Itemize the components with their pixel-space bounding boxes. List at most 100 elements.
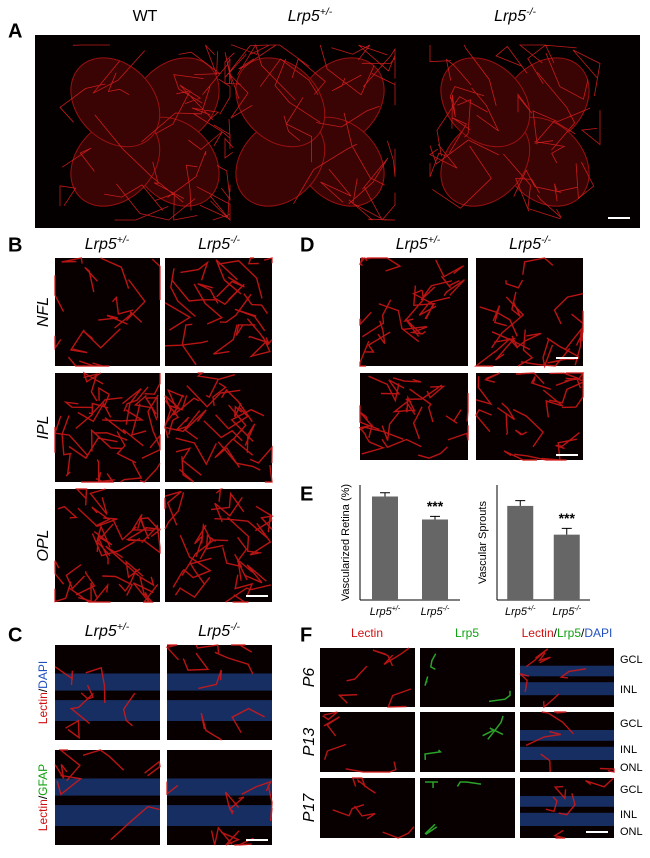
nuclear-layer bbox=[520, 746, 614, 760]
column-header: Lrp5+/- bbox=[85, 622, 130, 641]
micrograph bbox=[420, 712, 515, 772]
micrograph bbox=[165, 373, 272, 482]
column-header: Lrp5+/- bbox=[85, 235, 130, 254]
micrograph bbox=[55, 373, 160, 482]
column-header: Lrp5-/- bbox=[198, 622, 240, 641]
micrograph bbox=[476, 373, 583, 460]
vessels bbox=[424, 653, 511, 703]
label-part: -/- bbox=[526, 7, 536, 18]
row-label: OPL bbox=[35, 529, 52, 561]
vessels bbox=[322, 711, 397, 773]
error-bar bbox=[561, 527, 572, 535]
nuclear-layer bbox=[520, 682, 614, 696]
label-part: Lectin bbox=[522, 626, 554, 640]
micrograph bbox=[55, 750, 160, 845]
bar bbox=[422, 519, 448, 600]
label-part: Lrp5 bbox=[455, 626, 479, 640]
layer-label: ONL bbox=[620, 826, 643, 838]
nuclear-layer bbox=[167, 673, 272, 691]
row-label: NFL bbox=[35, 297, 52, 327]
vessels bbox=[166, 780, 273, 846]
panel-label: B bbox=[8, 234, 22, 256]
vessels bbox=[54, 257, 161, 367]
label-part: -/- bbox=[574, 604, 581, 612]
layer-label: GCL bbox=[620, 654, 643, 666]
label-part: GFAP bbox=[36, 764, 50, 796]
label-part: Lrp5 bbox=[396, 236, 428, 253]
column-header: Lrp5 bbox=[455, 626, 479, 640]
label-part: Lrp5 bbox=[557, 626, 581, 640]
nuclear-layer bbox=[167, 805, 272, 826]
panel-label: D bbox=[300, 234, 314, 256]
x-tick-label: Lrp5+/- bbox=[505, 604, 536, 618]
label-part: -/- bbox=[443, 604, 450, 612]
column-header: Lrp5-/- bbox=[198, 235, 240, 254]
vessels bbox=[54, 371, 161, 483]
label-part: -/- bbox=[541, 235, 551, 246]
micrograph bbox=[520, 778, 614, 838]
significance: *** bbox=[427, 498, 444, 514]
row-label: Lectin/GFAP bbox=[36, 764, 50, 831]
vessels bbox=[358, 375, 469, 459]
error-bar bbox=[515, 500, 526, 506]
panel-label: A bbox=[8, 20, 22, 42]
nuclear-layer bbox=[167, 700, 272, 721]
bar bbox=[507, 505, 534, 600]
micrograph bbox=[520, 712, 614, 772]
retina-lobe bbox=[235, 57, 326, 148]
x-tick-label: Lrp5-/- bbox=[421, 604, 450, 618]
nuclear-layer bbox=[55, 700, 160, 721]
nuclear-layer bbox=[520, 665, 614, 677]
vessels bbox=[54, 749, 161, 841]
panel-label: C bbox=[8, 624, 22, 646]
label-part: Lrp5 bbox=[421, 606, 444, 618]
label-part: / bbox=[36, 795, 50, 799]
label-part: Lrp5 bbox=[509, 236, 541, 253]
label-part: Lrp5 bbox=[288, 8, 320, 25]
nuclear-layer bbox=[520, 730, 614, 741]
row-label: P6 bbox=[301, 668, 318, 688]
nuclear-layer bbox=[520, 812, 614, 826]
vessels bbox=[54, 666, 136, 740]
label-part: Lrp5 bbox=[552, 606, 575, 618]
x-tick-label: Lrp5+/- bbox=[370, 604, 401, 618]
x-tick-label: Lrp5-/- bbox=[552, 604, 581, 618]
significance: *** bbox=[559, 510, 576, 526]
column-header: Lrp5+/- bbox=[288, 7, 333, 26]
error-bar bbox=[430, 515, 440, 520]
micrograph bbox=[360, 373, 468, 460]
label-part: Lrp5 bbox=[198, 623, 230, 640]
label-part: Lrp5 bbox=[198, 236, 230, 253]
label-part: +/- bbox=[527, 604, 536, 612]
micrograph bbox=[360, 258, 468, 366]
label-part: Lectin bbox=[36, 692, 50, 724]
vessels bbox=[165, 644, 265, 741]
panel-label: F bbox=[300, 624, 312, 646]
vessels bbox=[163, 372, 273, 483]
y-axis-label: Vascularized Retina (%) bbox=[340, 484, 352, 601]
vessels bbox=[429, 44, 601, 220]
vessels bbox=[164, 257, 273, 366]
vessels bbox=[545, 777, 614, 839]
vessels bbox=[475, 372, 585, 461]
micrograph bbox=[420, 648, 515, 707]
layer-label: INL bbox=[620, 809, 637, 821]
vessels bbox=[337, 647, 412, 708]
column-header: Lrp5-/- bbox=[509, 235, 551, 254]
micrograph bbox=[167, 645, 272, 740]
column-header: WT bbox=[133, 8, 158, 25]
label-part: / bbox=[36, 688, 50, 692]
label-part: Lectin bbox=[36, 799, 50, 831]
label-part: Lrp5 bbox=[85, 236, 117, 253]
label-part: Lectin bbox=[351, 626, 383, 640]
label-part: Lrp5 bbox=[505, 606, 528, 618]
vessels bbox=[359, 256, 466, 367]
nuclear-layer bbox=[55, 805, 160, 826]
layer-label: GCL bbox=[620, 718, 643, 730]
row-label: P13 bbox=[301, 728, 318, 757]
row-label: P17 bbox=[301, 793, 318, 823]
vessels bbox=[519, 648, 587, 709]
bar bbox=[553, 534, 580, 600]
label-part: +/- bbox=[428, 235, 441, 246]
label-part: +/- bbox=[117, 622, 130, 633]
